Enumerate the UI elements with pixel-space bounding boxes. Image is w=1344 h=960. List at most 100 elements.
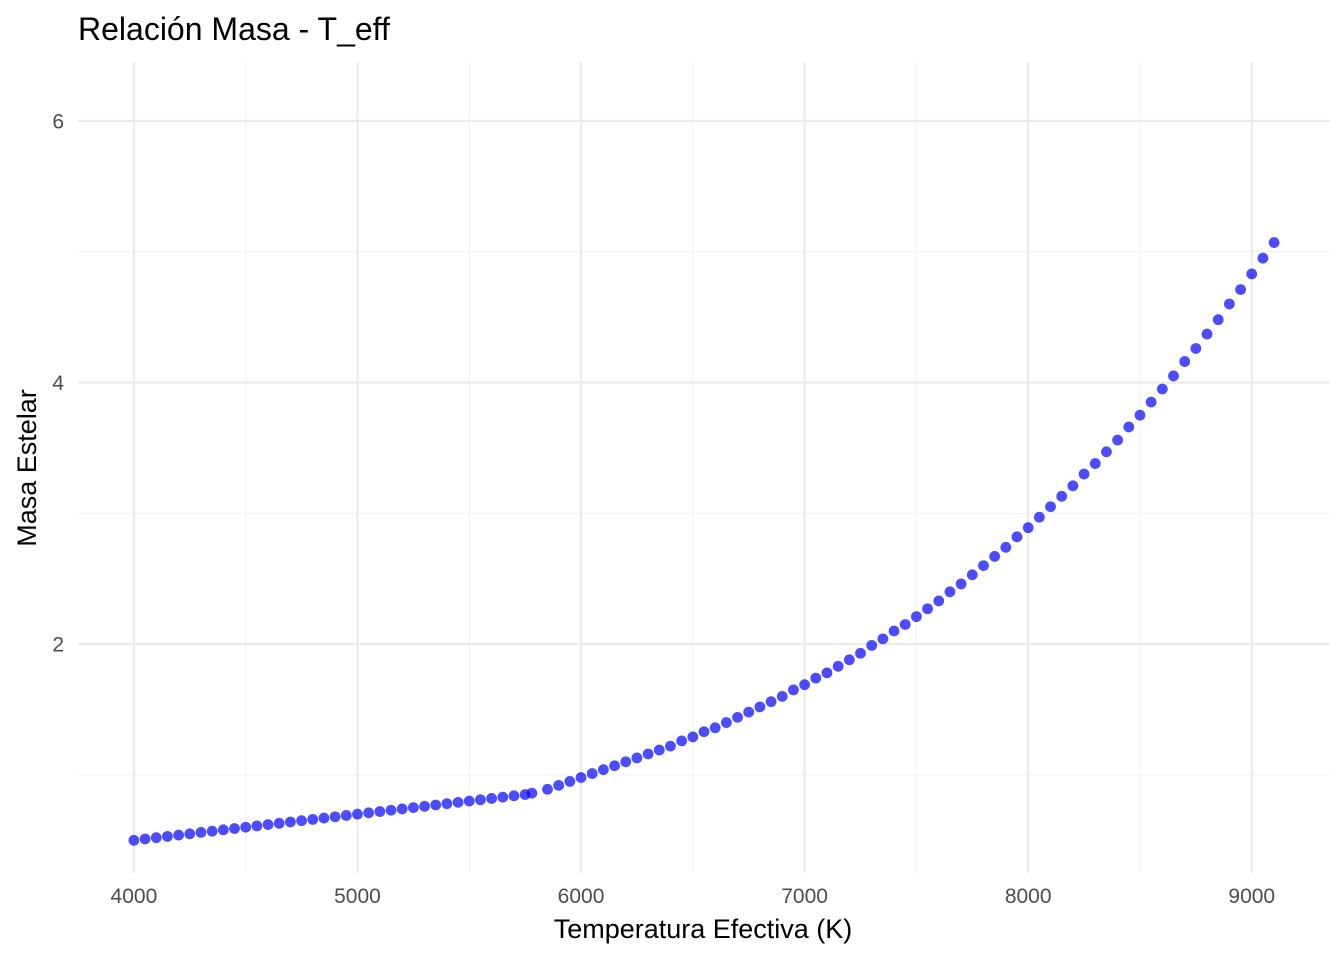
data-point <box>128 834 140 846</box>
data-point <box>597 764 609 776</box>
data-point <box>396 803 408 815</box>
y-tick-label: 6 <box>52 110 64 133</box>
data-point <box>307 813 319 825</box>
data-point <box>150 832 162 844</box>
data-point <box>1156 383 1168 395</box>
y-tick-label: 4 <box>52 372 64 395</box>
data-point <box>564 776 576 787</box>
data-point <box>955 578 967 590</box>
data-point <box>419 800 430 812</box>
x-tick-label: 4000 <box>111 885 158 908</box>
chart-title: Relación Masa - T_eff <box>78 11 390 47</box>
data-point <box>340 810 352 821</box>
data-point <box>1112 434 1124 446</box>
data-point <box>799 679 811 691</box>
y-tick-label: 2 <box>52 634 64 657</box>
data-point <box>240 821 252 833</box>
x-tick-label: 5000 <box>334 885 381 908</box>
data-point <box>720 717 732 728</box>
x-tick-label: 7000 <box>781 885 828 908</box>
data-point <box>765 696 777 708</box>
data-point <box>1078 468 1090 480</box>
data-point <box>475 794 486 806</box>
data-point <box>743 706 755 718</box>
data-point <box>776 691 788 702</box>
data-point <box>821 667 833 679</box>
data-point <box>262 819 274 831</box>
data-point <box>944 586 956 598</box>
data-point <box>542 783 553 795</box>
data-point <box>1000 541 1012 553</box>
data-point <box>989 551 1001 562</box>
data-point <box>1056 490 1068 502</box>
data-point <box>139 833 151 845</box>
data-point <box>966 569 978 581</box>
data-point <box>1134 409 1146 421</box>
data-point <box>374 806 386 817</box>
data-point <box>609 760 620 772</box>
data-point <box>352 808 363 820</box>
data-point <box>843 654 855 666</box>
data-point <box>788 684 799 696</box>
x-tick-label: 8000 <box>1005 885 1052 908</box>
data-point <box>273 817 285 829</box>
x-axis-tick-labels: 4000 5000 6000 7000 8000 9000 <box>111 885 1276 908</box>
data-point <box>1045 501 1056 513</box>
data-point <box>810 672 822 684</box>
data-point <box>162 830 173 842</box>
data-point <box>922 603 933 615</box>
data-point <box>526 787 538 799</box>
data-point <box>888 625 900 637</box>
y-axis-title: Masa Estelar <box>12 389 42 547</box>
data-point <box>430 799 442 811</box>
data-point <box>173 829 185 841</box>
data-point <box>284 816 296 828</box>
data-points <box>128 237 1280 846</box>
data-point <box>497 791 509 803</box>
data-point <box>1235 284 1246 296</box>
data-point <box>407 802 419 813</box>
data-point <box>586 768 598 779</box>
data-point <box>1223 298 1235 310</box>
data-point <box>899 619 911 630</box>
data-point <box>229 823 240 834</box>
data-point <box>877 633 889 645</box>
x-axis-title: Temperatura Efectiva (K) <box>554 914 853 944</box>
x-tick-label: 6000 <box>558 885 605 908</box>
data-point <box>1089 458 1101 469</box>
data-point <box>1168 370 1179 382</box>
data-point <box>620 756 632 768</box>
data-point <box>251 820 263 832</box>
data-point <box>508 790 520 802</box>
data-point <box>732 711 743 723</box>
data-point <box>385 804 397 816</box>
data-point <box>441 798 453 810</box>
data-point <box>933 595 945 607</box>
data-point <box>329 811 341 823</box>
data-point <box>1145 396 1157 408</box>
data-point <box>1067 480 1079 492</box>
data-point <box>1201 328 1213 340</box>
data-point <box>978 560 989 572</box>
data-point <box>363 807 375 819</box>
data-point <box>318 812 330 824</box>
data-point <box>1268 237 1280 248</box>
data-point <box>698 726 710 738</box>
data-point <box>1033 511 1045 523</box>
data-point <box>206 825 218 837</box>
y-axis-tick-labels: 2 4 6 <box>52 110 64 656</box>
data-point <box>452 796 464 808</box>
data-point <box>1246 268 1258 280</box>
data-point <box>1257 252 1269 264</box>
data-point <box>184 828 196 840</box>
grid-lines <box>78 62 1330 873</box>
data-point <box>195 827 207 838</box>
data-point <box>1101 446 1112 458</box>
data-point <box>296 815 307 827</box>
data-point <box>676 735 688 747</box>
data-point <box>642 748 654 760</box>
data-point <box>1011 531 1023 543</box>
x-tick-label: 9000 <box>1228 885 1275 908</box>
data-point <box>1212 314 1224 326</box>
